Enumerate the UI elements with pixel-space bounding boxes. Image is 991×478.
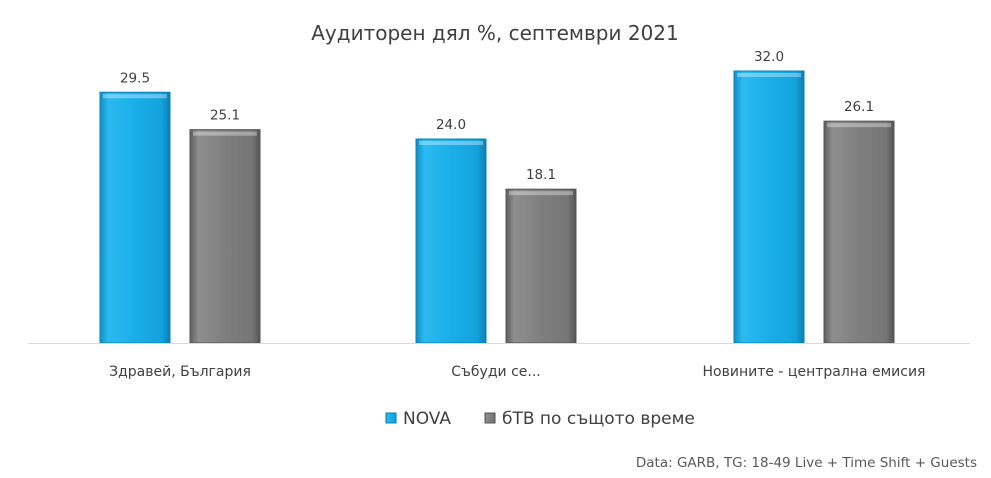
category-label-3: Новините - централна емисия xyxy=(703,364,926,380)
bar-nova-bevel xyxy=(103,94,167,99)
bar-btv-3 xyxy=(823,120,895,344)
bar-btv-bevel xyxy=(193,131,257,136)
category-labels-layer: Здравей, България Събуди се... Новините - … xyxy=(109,364,925,380)
bar-btv-bevel xyxy=(509,191,573,196)
bar-btv-body xyxy=(505,188,577,344)
bar-btv-1 xyxy=(189,129,261,344)
bar-nova-bevel xyxy=(737,73,801,77)
bar-nova-body xyxy=(99,91,171,344)
legend: NOVA бТВ по същото време xyxy=(385,409,695,429)
legend-swatch-nova xyxy=(385,412,397,424)
value-label-btv-3: 26.1 xyxy=(844,99,874,115)
value-label-btv-1: 25.1 xyxy=(210,108,240,124)
bar-btv-body xyxy=(189,129,261,344)
value-label-nova-1: 29.5 xyxy=(120,70,150,86)
bar-btv-bevel xyxy=(827,123,891,128)
value-label-btv-2: 18.1 xyxy=(526,167,556,183)
category-label-2: Събуди се... xyxy=(451,364,540,380)
value-label-nova-2: 24.0 xyxy=(436,117,466,133)
bar-btv-2 xyxy=(505,188,577,344)
bar-nova-1 xyxy=(99,91,171,344)
legend-swatch-btv xyxy=(484,412,496,424)
bar-btv-body xyxy=(823,120,895,344)
value-labels-layer: 29.5 24.0 32.0 25.1 18.1 26.1 xyxy=(120,49,874,183)
value-label-nova-3: 32.0 xyxy=(754,49,784,65)
bar-nova-body xyxy=(733,70,805,344)
legend-label-btv: бТВ по същото време xyxy=(502,409,695,429)
bar-nova-body xyxy=(415,138,487,344)
bar-nova-2 xyxy=(415,138,487,344)
chart-title: Аудиторен дял %, септември 2021 xyxy=(311,21,679,45)
legend-label-nova: NOVA xyxy=(403,409,451,429)
bar-nova-bevel xyxy=(419,141,483,145)
category-label-1: Здравей, България xyxy=(109,364,251,380)
bar-nova-3 xyxy=(733,70,805,344)
source-note: Data: GARB, TG: 18-49 Live + Time Shift … xyxy=(636,455,977,471)
